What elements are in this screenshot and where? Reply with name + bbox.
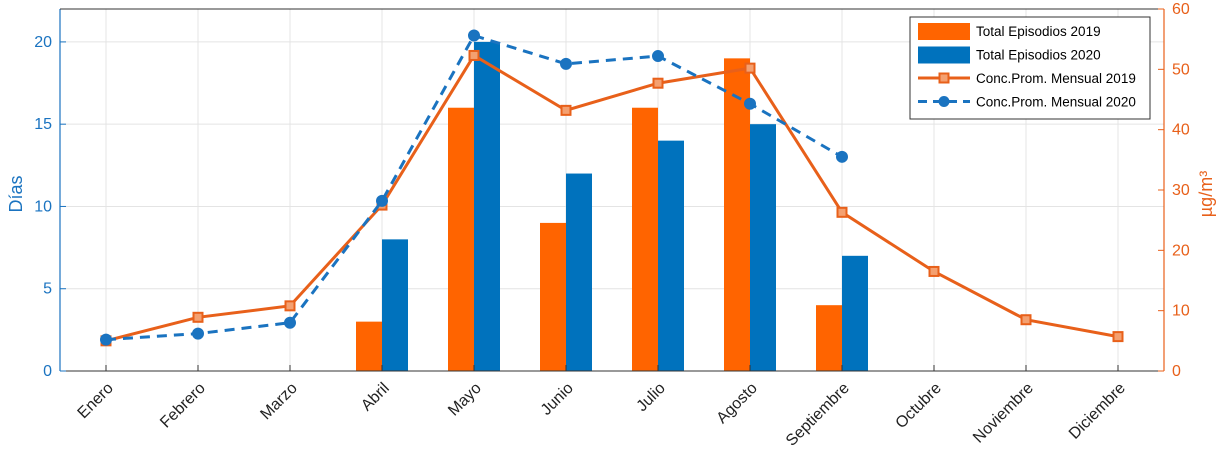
data-point-2019 [744, 62, 756, 74]
lines-layer [100, 29, 1124, 347]
legend-label: Conc.Prom. Mensual 2020 [976, 95, 1136, 110]
legend-marker-circle [938, 96, 950, 107]
legend-swatch-bar [918, 46, 970, 64]
tick-label-x: Octubre [893, 380, 945, 432]
tick-label-left: 0 [43, 363, 52, 380]
bar-2020 [474, 41, 500, 372]
tick-label-x: Diciembre [1066, 380, 1129, 443]
bar-2019 [724, 58, 750, 371]
tick-label-right: 30 [1172, 182, 1190, 199]
data-point-2020 [376, 194, 388, 207]
tick-label-right: 40 [1172, 122, 1190, 139]
bars-layer [356, 41, 868, 372]
bar-2020 [658, 140, 684, 371]
tick-label-right: 50 [1172, 61, 1190, 78]
data-point-2020 [560, 57, 572, 70]
tick-label-x: Febrero [157, 380, 209, 432]
bar-2020 [842, 255, 868, 371]
tick-label-right: 60 [1172, 1, 1190, 18]
legend-label: Conc.Prom. Mensual 2019 [976, 71, 1136, 86]
tick-label-left: 20 [34, 34, 52, 51]
line-series-2019 [105, 53, 1119, 343]
tick-label-left: 10 [34, 198, 52, 215]
y-axis-label-right: µg/m³ [1196, 171, 1216, 217]
bar-2019 [356, 321, 382, 371]
bar-2019 [448, 107, 474, 372]
legend-label: Total Episodios 2020 [976, 48, 1101, 63]
bar-2020 [382, 239, 408, 371]
data-point-2019 [836, 206, 848, 218]
data-point-2019 [284, 300, 296, 312]
data-point-2020 [100, 333, 112, 346]
tick-label-right: 10 [1172, 303, 1190, 320]
legend: Total Episodios 2019 Total Episodios 2020… [909, 16, 1151, 120]
data-point-2020 [652, 50, 664, 63]
legend-label: Total Episodios 2019 [976, 24, 1101, 39]
legend-marker-square [938, 72, 950, 84]
data-point-2020 [468, 29, 480, 42]
data-point-2019 [1112, 331, 1124, 343]
tick-label-x: Marzo [257, 380, 301, 424]
data-point-2019 [468, 49, 480, 61]
data-point-2019 [192, 311, 204, 323]
legend-swatch-bar [918, 23, 970, 40]
tick-label-right: 0 [1172, 363, 1181, 380]
tick-label-x: Noviembre [970, 380, 1037, 447]
tick-label-right: 20 [1172, 242, 1190, 259]
data-point-2019 [652, 77, 664, 89]
y-axis-label-left: Días [6, 175, 26, 212]
data-point-2020 [836, 150, 848, 163]
data-point-2019 [1020, 314, 1032, 326]
bar-2019 [816, 305, 842, 371]
tick-label-x: Septiembre [783, 380, 853, 450]
tick-label-x: Agosto [714, 380, 761, 427]
bar-2020 [566, 173, 592, 371]
tick-label-x: Abril [358, 380, 393, 415]
bar-2020 [750, 124, 776, 371]
tick-label-x: Enero [75, 380, 117, 422]
data-point-2020 [192, 327, 204, 340]
bar-2019 [540, 222, 566, 371]
tick-label-left: 5 [43, 281, 52, 298]
bar-2019 [632, 107, 658, 372]
data-point-2019 [928, 265, 940, 277]
tick-label-x: Julio [634, 380, 669, 415]
data-point-2020 [744, 97, 756, 110]
data-point-2020 [284, 316, 296, 329]
tick-label-left: 15 [34, 116, 52, 133]
tick-label-x: Junio [538, 380, 577, 419]
data-point-2019 [560, 104, 572, 116]
line-series-2020 [105, 33, 843, 342]
tick-label-x: Mayo [445, 380, 485, 420]
